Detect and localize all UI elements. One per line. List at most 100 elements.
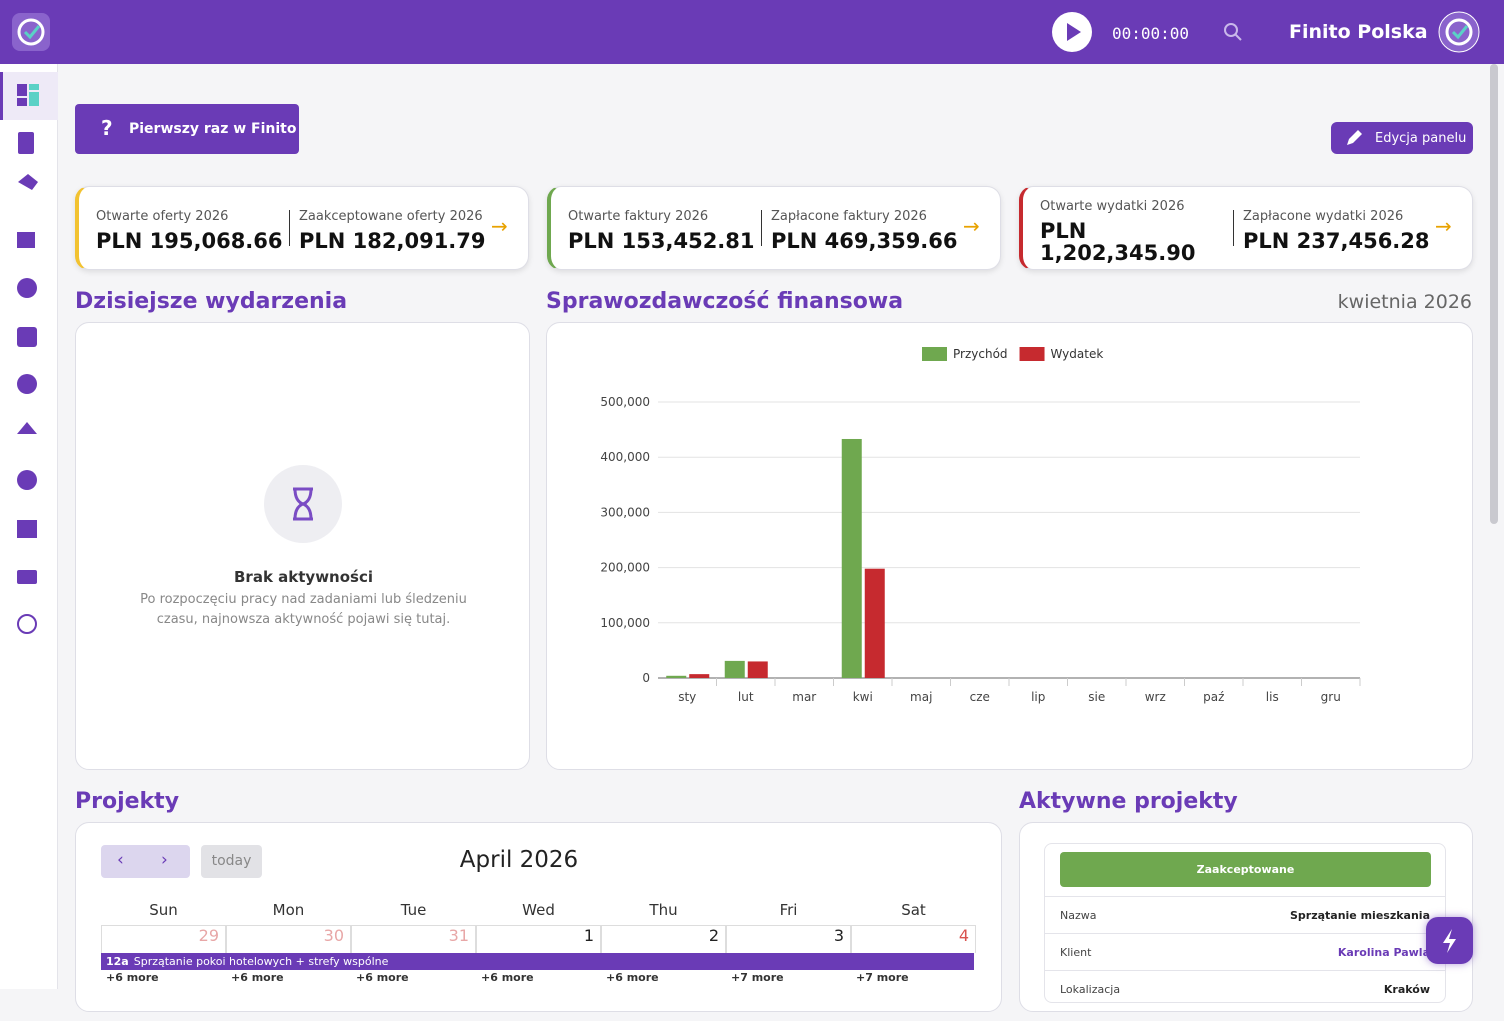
status-badge: Zaakceptowane <box>1060 852 1431 887</box>
kpi-label: Otwarte faktury 2026 <box>568 209 709 224</box>
kpi-arrow: → <box>491 214 508 238</box>
edit-panel-button[interactable]: Edycja panelu <box>1331 122 1473 154</box>
bar <box>864 568 885 678</box>
empty-text: Po rozpoczęciu pracy nad zadaniami lub ś… <box>140 592 467 627</box>
chart-subtitle: kwietnia 2026 <box>1337 291 1472 313</box>
pencil-icon <box>1347 130 1362 145</box>
kpi-arrow: → <box>963 214 980 238</box>
nav-buttons[interactable]: ‹ › <box>101 845 190 878</box>
avatar[interactable] <box>1438 11 1480 53</box>
help-icon: ? <box>101 116 113 140</box>
bar <box>841 438 862 678</box>
more-link[interactable]: +6 more <box>356 971 409 984</box>
section-title: Aktywne projekty <box>1019 789 1238 814</box>
x-tick-label: lip <box>1031 690 1045 704</box>
kpi-label: Otwarte oferty 2026 <box>96 209 229 224</box>
x-tick-label: paź <box>1203 690 1224 704</box>
section-title: Dzisiejsze wydarzenia <box>75 289 348 314</box>
more-link[interactable]: +6 more <box>106 971 159 984</box>
empty-title: Brak aktywności <box>234 568 373 586</box>
row-label: Klient <box>1060 946 1092 959</box>
scrollbar[interactable] <box>1490 64 1498 524</box>
bar <box>724 660 745 678</box>
logo[interactable] <box>12 13 50 51</box>
more-link[interactable]: +6 more <box>231 971 284 984</box>
weekday: Sun <box>149 901 178 919</box>
more-link[interactable]: +7 more <box>856 971 909 984</box>
x-tick-label: sty <box>678 690 696 704</box>
kpi-value: PLN 195,068.66 <box>96 229 283 253</box>
first-time-button[interactable]: ? Pierwszy raz w Finito <box>75 104 299 154</box>
row-label: Lokalizacja <box>1060 983 1121 996</box>
kpi-value: PLN 237,456.28 <box>1243 229 1430 253</box>
weekday: Mon <box>272 901 305 919</box>
company-name[interactable]: Finito Polska <box>1289 21 1428 43</box>
weekday: Thu <box>649 901 678 919</box>
y-tick-label: 500,000 <box>600 395 650 409</box>
kpi-divider <box>761 210 762 246</box>
search-icon[interactable] <box>1223 22 1243 42</box>
day-number: 1 <box>476 925 601 953</box>
day-number: 29 <box>101 925 226 953</box>
kpi-value: PLN 1,202,345.90 <box>1040 219 1196 265</box>
kpi-value: PLN 469,359.66 <box>771 229 958 253</box>
event-bar[interactable]: 12a Sprzątanie pokoi hotelowych + strefy … <box>101 953 974 970</box>
hourglass-icon <box>264 465 342 543</box>
weekday: Sat <box>901 901 926 919</box>
kpi-arrow: → <box>1435 214 1452 238</box>
kpi-label: Otwarte wydatki 2026 <box>1040 199 1185 214</box>
x-tick-label: mar <box>792 690 816 704</box>
section-title: Projekty <box>75 789 180 814</box>
table-row: Nazwa Sprzątanie mieszkania <box>1044 896 1446 933</box>
bar <box>689 674 710 678</box>
quick-action[interactable] <box>1426 917 1473 964</box>
x-tick-label: wrz <box>1145 690 1166 704</box>
x-tick-label: kwi <box>853 690 873 704</box>
kpi-divider <box>289 210 290 246</box>
header: 00:00:00 Finito Polska <box>0 0 1504 64</box>
more-link[interactable]: +7 more <box>731 971 784 984</box>
kpi-label: Zaakceptowane oferty 2026 <box>299 209 483 224</box>
kpi-label: Zapłacone wydatki 2026 <box>1243 209 1404 224</box>
y-tick-label: 400,000 <box>600 450 650 464</box>
kpi-card: Otwarte faktury 2026 PLN 153,452.81 Zapłac… <box>547 186 1001 270</box>
nav-icons[interactable] <box>14 82 44 662</box>
finance-card <box>546 322 1473 770</box>
weekday: Wed <box>522 901 555 919</box>
more-link[interactable]: +6 more <box>481 971 534 984</box>
kpi-card: Otwarte oferty 2026 PLN 195,068.66 Zaakcep… <box>75 186 529 270</box>
sidebar <box>0 64 58 989</box>
legend-swatch <box>922 347 947 361</box>
y-tick-label: 0 <box>642 671 650 685</box>
today-button[interactable]: today <box>201 845 262 878</box>
x-tick-label: cze <box>970 690 990 704</box>
x-tick-label: sie <box>1088 690 1105 704</box>
x-tick-label: maj <box>910 690 932 704</box>
more-link[interactable]: +6 more <box>606 971 659 984</box>
y-tick-label: 300,000 <box>600 505 650 519</box>
table-row: Klient Karolina Pawla <box>1044 933 1446 970</box>
y-tick-label: 100,000 <box>600 616 650 630</box>
x-tick-label: gru <box>1321 690 1341 704</box>
chart: 0 100,000 200,000 300,000 400,000 500,000 Przy… <box>600 347 1361 704</box>
row-value: Kraków <box>1383 983 1430 996</box>
legend-swatch <box>1019 347 1045 361</box>
kpi-divider <box>1233 210 1234 246</box>
x-tick-label: lis <box>1266 690 1279 704</box>
bar <box>747 661 768 678</box>
row-value: Sprzątanie mieszkania <box>1289 909 1430 922</box>
day-number: 4 <box>851 925 976 953</box>
x-tick-label: lut <box>738 690 754 704</box>
day-number: 31 <box>351 925 476 953</box>
month-title: April 2026 <box>459 847 579 873</box>
legend-label: Przychód <box>953 347 1008 361</box>
y-tick-label: 200,000 <box>600 561 650 575</box>
weekday: Tue <box>400 901 427 919</box>
play-button[interactable] <box>1051 11 1093 53</box>
kpi-label: Zapłacone faktury 2026 <box>771 209 927 224</box>
day-number: 2 <box>601 925 726 953</box>
kpi-value: PLN 182,091.79 <box>299 229 486 253</box>
weekday: Fri <box>779 901 798 919</box>
button-label: Edycja panelu <box>1375 131 1467 146</box>
